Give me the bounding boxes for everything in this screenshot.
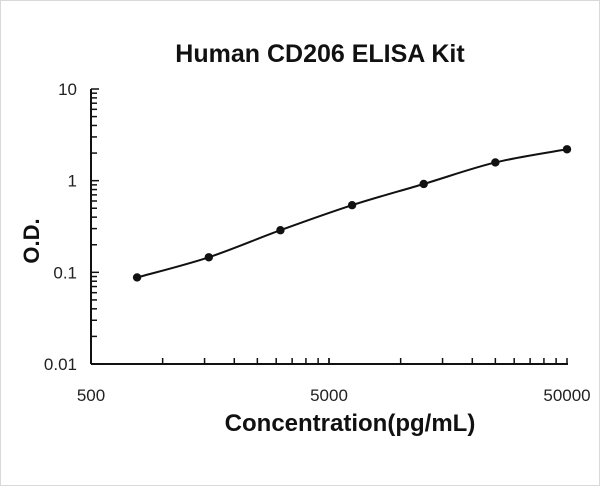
data-point [347,200,357,210]
y-tick-label: 1 [68,172,77,191]
data-point [491,158,500,167]
chart-title: Human CD206 ELISA Kit [175,40,465,68]
y-tick-label: 10 [58,80,77,99]
data-point [204,253,214,262]
data-point [419,179,428,189]
data-point [562,145,572,154]
data-point [132,273,142,282]
y-tick-label: 0.1 [53,263,77,282]
x-axis-label: Concentration(pg/mL) [224,410,476,437]
x-tick-label: 5000 [310,386,348,405]
data-point [276,226,285,235]
x-tick-label: 500 [77,386,105,405]
x-tick-label: 50000 [543,386,590,405]
standard-curve-line [136,148,568,279]
y-tick-label: 0.01 [44,355,77,374]
